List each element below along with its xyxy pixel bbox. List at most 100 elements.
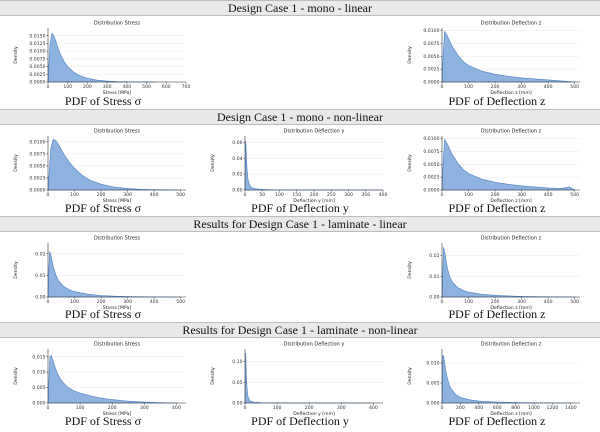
x-tick-label: 300 — [337, 405, 346, 411]
chart-cell: Distribution Stress 0.000 0.005 0.010 0.015 0… — [8, 339, 198, 419]
caption-stress: PDF of Stress σ — [64, 94, 142, 108]
chart-title: Distribution Deflection z — [481, 21, 542, 27]
x-tick-label: 0 — [441, 84, 444, 90]
x-axis-label: Stress [MPa] — [103, 90, 132, 96]
chart-svg: Distribution Deflection y 0.00 0.05 0.10 0 10… — [210, 342, 383, 417]
chart-cell: Distribution Deflection z 0.0000 0.0025 0.0… — [402, 18, 592, 98]
caption-deflection-z: PDF of Deflection z — [448, 94, 546, 108]
chart-svg: Distribution Stress 0.0000 0.0025 0.0050 0.0… — [13, 21, 191, 97]
x-tick-label: 300 — [123, 192, 132, 198]
y-tick-label: 0.0025 — [423, 67, 439, 73]
chart-cell: Distribution Stress 0.0000 0.0025 0.0050 0.0… — [8, 126, 198, 206]
section-header-mono-linear: Design Case 1 - mono - linear — [0, 0, 600, 16]
section-header-laminate-nonlinear: Results for Design Case 1 - laminate - n… — [0, 322, 600, 338]
chart-cell: Distribution Deflection z 0.000 0.005 0.010… — [402, 339, 592, 419]
caption-stress: PDF of Stress σ — [64, 201, 142, 215]
chart-cell: Distribution Deflection y 0.00 0.02 0.04 0.0… — [205, 126, 395, 206]
y-tick-label: 0.0025 — [29, 72, 45, 78]
density-area — [441, 247, 575, 298]
x-tick-label: 300 — [344, 192, 353, 198]
x-tick-label: 100 — [70, 299, 79, 305]
y-tick-label: 0.0000 — [423, 80, 439, 86]
x-tick-label: 700 — [182, 84, 191, 90]
x-tick-label: 100 — [275, 192, 284, 198]
x-tick-label: 1000 — [528, 405, 540, 411]
density-area — [244, 353, 374, 404]
density-area — [441, 138, 576, 191]
x-tick-label: 500 — [570, 299, 579, 305]
chart-title: Distribution Deflection y — [284, 342, 345, 348]
density-area — [244, 140, 384, 191]
y-tick-label: 0.0025 — [29, 176, 45, 182]
x-tick-label: 1200 — [547, 405, 559, 411]
y-tick-label: 0.000 — [426, 401, 439, 407]
chart-svg: Distribution Stress 0.000 0.005 0.010 0.015 0… — [13, 342, 186, 417]
x-tick-label: 0 — [244, 192, 247, 198]
y-tick-label: 0.0075 — [29, 56, 45, 62]
section-header-laminate-linear: Results for Design Case 1 - laminate - l… — [0, 216, 600, 232]
x-tick-label: 1400 — [565, 405, 577, 411]
caption-stress: PDF of Stress σ — [64, 307, 142, 321]
x-tick-label: 300 — [140, 405, 149, 411]
x-tick-label: 100 — [76, 405, 85, 411]
x-axis-label: Stress [MPa] — [103, 305, 132, 311]
x-tick-label: 0 — [47, 299, 50, 305]
x-tick-label: 500 — [142, 84, 151, 90]
y-tick-label: 0.0100 — [29, 49, 45, 55]
x-tick-label: 100 — [70, 192, 79, 198]
y-tick-label: 0.0050 — [29, 64, 45, 70]
y-tick-label: 0.0075 — [423, 41, 439, 47]
y-tick-label: 0.04 — [232, 156, 242, 162]
y-tick-label: 0.00 — [35, 295, 45, 301]
x-tick-label: 0 — [441, 192, 444, 198]
chart-cell: Distribution Stress 0.0000 0.0025 0.0050 0.0… — [8, 18, 198, 98]
y-tick-label: 0.0100 — [29, 139, 45, 145]
x-tick-label: 500 — [176, 299, 185, 305]
x-tick-label: 300 — [517, 192, 526, 198]
x-tick-label: 200 — [83, 84, 92, 90]
y-tick-label: 0.0000 — [423, 188, 439, 194]
x-tick-label: 500 — [570, 192, 579, 198]
section-title: Design Case 1 - mono - non-linear — [217, 110, 383, 124]
x-axis-label: Deflection z [mm] — [490, 305, 531, 311]
x-tick-label: 400 — [544, 84, 553, 90]
y-tick-label: 0.0050 — [423, 162, 439, 168]
x-tick-label: 400 — [379, 192, 388, 198]
chart-title: Distribution Deflection z — [481, 342, 542, 348]
y-tick-label: 0.015 — [32, 354, 45, 360]
x-axis-label: Deflection z [mm] — [490, 90, 531, 96]
x-tick-label: 0 — [47, 84, 50, 90]
chart-svg: Distribution Deflection y 0.00 0.02 0.04 0.0… — [210, 129, 388, 205]
chart-title: Distribution Deflection z — [481, 236, 542, 242]
x-tick-label: 400 — [122, 84, 131, 90]
y-axis-label: Density — [407, 367, 413, 385]
x-axis-label: Stress [MPa] — [103, 198, 132, 204]
x-tick-label: 50 — [259, 192, 265, 198]
x-tick-label: 100 — [273, 405, 282, 411]
chart-title: Distribution Stress — [94, 129, 141, 135]
x-tick-label: 200 — [305, 405, 314, 411]
y-tick-label: 0.01 — [35, 273, 45, 279]
y-tick-label: 0.0150 — [29, 33, 45, 39]
x-tick-label: 400 — [369, 405, 378, 411]
y-axis-label: Density — [407, 46, 413, 64]
density-area — [441, 30, 575, 83]
y-tick-label: 0.00 — [232, 401, 242, 407]
y-tick-label: 0.02 — [35, 251, 45, 257]
y-tick-label: 0.0000 — [29, 188, 45, 194]
y-axis-label: Density — [13, 261, 19, 279]
x-tick-label: 200 — [456, 405, 465, 411]
y-tick-label: 0.0000 — [29, 80, 45, 86]
x-tick-label: 300 — [517, 299, 526, 305]
section-title: Design Case 1 - mono - linear — [228, 1, 372, 15]
x-tick-label: 800 — [511, 405, 520, 411]
caption-deflection-y: PDF of Deflection y — [251, 201, 349, 215]
x-tick-label: 300 — [103, 84, 112, 90]
x-tick-label: 300 — [517, 84, 526, 90]
y-tick-label: 0.000 — [32, 401, 45, 407]
y-tick-label: 0.0050 — [423, 54, 439, 60]
y-tick-label: 0.005 — [426, 381, 439, 387]
x-axis-label: Deflection y [mm] — [293, 198, 335, 204]
caption-deflection-z: PDF of Deflection z — [448, 201, 546, 215]
